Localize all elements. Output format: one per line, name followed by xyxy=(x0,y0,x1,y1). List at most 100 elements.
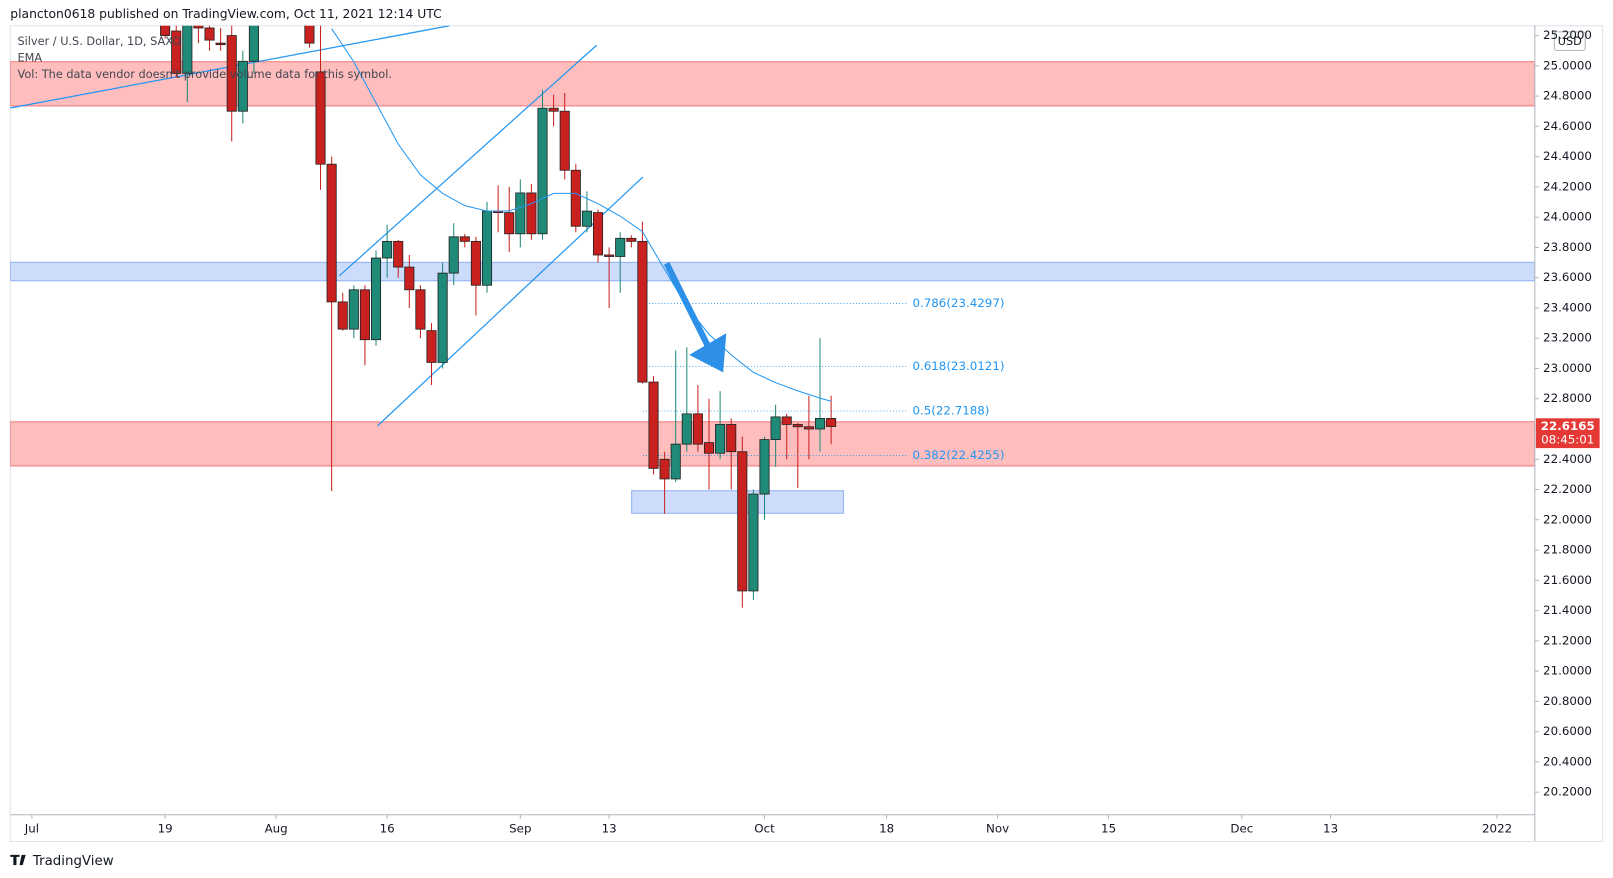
x-tick-label: Oct xyxy=(754,822,775,836)
y-tick-label: 21.2000 xyxy=(1543,633,1592,647)
candle-body xyxy=(315,71,326,165)
candle-body xyxy=(515,192,526,235)
ema-legend: EMA xyxy=(17,52,42,65)
x-tick-label: 19 xyxy=(158,822,173,836)
currency-box xyxy=(1553,31,1586,51)
y-tick-label: 22.0000 xyxy=(1543,512,1592,526)
candle-body xyxy=(703,442,715,454)
y-tick-label: 20.2000 xyxy=(1543,785,1592,799)
candle-body xyxy=(504,212,515,235)
x-tick-label: Sep xyxy=(509,822,531,836)
x-tick-label: Aug xyxy=(265,822,288,836)
candle-body xyxy=(770,416,781,441)
y-tick-label: 24.8000 xyxy=(1543,89,1592,103)
candle-body xyxy=(592,212,604,256)
y-tick-label: 23.8000 xyxy=(1543,240,1592,254)
candle-body xyxy=(670,443,681,480)
candle-body xyxy=(648,381,659,469)
candle-body xyxy=(348,289,359,330)
candle-body xyxy=(637,240,648,383)
y-tick-label: 21.6000 xyxy=(1543,573,1592,587)
candle-body xyxy=(537,107,548,235)
candle-body xyxy=(171,30,182,74)
x-tick-label: Jul xyxy=(24,822,39,836)
candle-body xyxy=(726,424,737,453)
candle-body xyxy=(448,236,459,274)
y-tick-label: 23.0000 xyxy=(1543,361,1592,375)
x-tick-label: 16 xyxy=(380,822,395,836)
y-tick-label: 24.4000 xyxy=(1543,149,1592,163)
candle-body xyxy=(459,236,470,242)
tv-logo xyxy=(10,854,26,866)
candle-body xyxy=(237,60,248,112)
y-tick-label: 25.0000 xyxy=(1543,58,1592,72)
candle-body xyxy=(792,424,803,428)
candle-body xyxy=(415,289,426,330)
candle-body xyxy=(426,330,437,363)
candle-body xyxy=(737,451,748,592)
x-tick-label: 13 xyxy=(1323,822,1338,836)
y-tick-label: 22.4000 xyxy=(1543,452,1592,466)
resistance-zone xyxy=(10,61,1535,107)
y-tick-label: 24.0000 xyxy=(1543,210,1592,224)
candle-body xyxy=(359,289,370,341)
x-tick-label: 18 xyxy=(879,822,894,836)
y-tick-label: 25.2000 xyxy=(1543,28,1592,42)
candle-body xyxy=(370,257,382,341)
fib-label: 0.5(22.7188) xyxy=(912,404,989,418)
candle-body xyxy=(826,417,837,427)
fib-label: 0.618(23.0121) xyxy=(912,359,1004,373)
candle-body xyxy=(659,458,670,480)
candle-body xyxy=(404,266,415,291)
candle-body xyxy=(526,192,537,235)
footer-brand: TradingView xyxy=(32,854,114,869)
candle-body xyxy=(337,301,348,330)
y-tick-label: 23.2000 xyxy=(1543,331,1592,345)
channel-upper xyxy=(339,44,598,277)
volume-note: Vol: The data vendor doesn't provide vol… xyxy=(17,68,391,81)
candle-body xyxy=(248,25,259,62)
x-tick-label: Nov xyxy=(986,822,1009,836)
candle-body xyxy=(626,237,637,242)
last-price-tag xyxy=(1535,418,1600,449)
candle-body xyxy=(548,107,559,112)
y-tick-label: 21.4000 xyxy=(1543,603,1592,617)
candle-body xyxy=(193,25,204,29)
candle-body xyxy=(681,413,692,445)
candle-body xyxy=(204,27,215,41)
y-tick-label: 21.8000 xyxy=(1543,543,1592,557)
candle-body xyxy=(692,413,703,445)
candle-body xyxy=(226,35,237,112)
currency: USD xyxy=(1558,35,1582,48)
y-tick-label: 24.6000 xyxy=(1543,119,1592,133)
candle-body xyxy=(803,426,814,430)
y-tick-label: 22.8000 xyxy=(1543,391,1592,405)
symbol-legend: Silver / U.S. Dollar, 1D, SAXO xyxy=(17,35,181,48)
arrow-shaft xyxy=(663,261,712,350)
candle-body xyxy=(581,210,592,227)
candle-body xyxy=(437,272,448,363)
plot-area xyxy=(160,25,909,608)
y-tick-label: 20.4000 xyxy=(1543,754,1592,768)
x-tick-label: 2022 xyxy=(1482,822,1512,836)
candle-body xyxy=(393,240,404,268)
candle-body xyxy=(382,240,393,259)
y-tick-label: 21.0000 xyxy=(1543,664,1592,678)
candle-body xyxy=(481,210,493,286)
y-tick-label: 22.2000 xyxy=(1543,482,1592,496)
candle-body xyxy=(715,424,726,454)
arrow-head xyxy=(689,333,727,373)
y-tick-label: 24.2000 xyxy=(1543,179,1592,193)
candle-body xyxy=(326,163,337,303)
y-tick-label: 20.8000 xyxy=(1543,694,1592,708)
candle-body xyxy=(304,25,315,44)
candle-body xyxy=(759,439,770,495)
candle-body xyxy=(781,416,792,425)
fib-label: 0.786(23.4297) xyxy=(912,296,1004,310)
x-tick-label: 15 xyxy=(1101,822,1116,836)
candle-body xyxy=(182,25,193,74)
support-zone xyxy=(10,261,1535,282)
candle-body xyxy=(215,42,226,46)
